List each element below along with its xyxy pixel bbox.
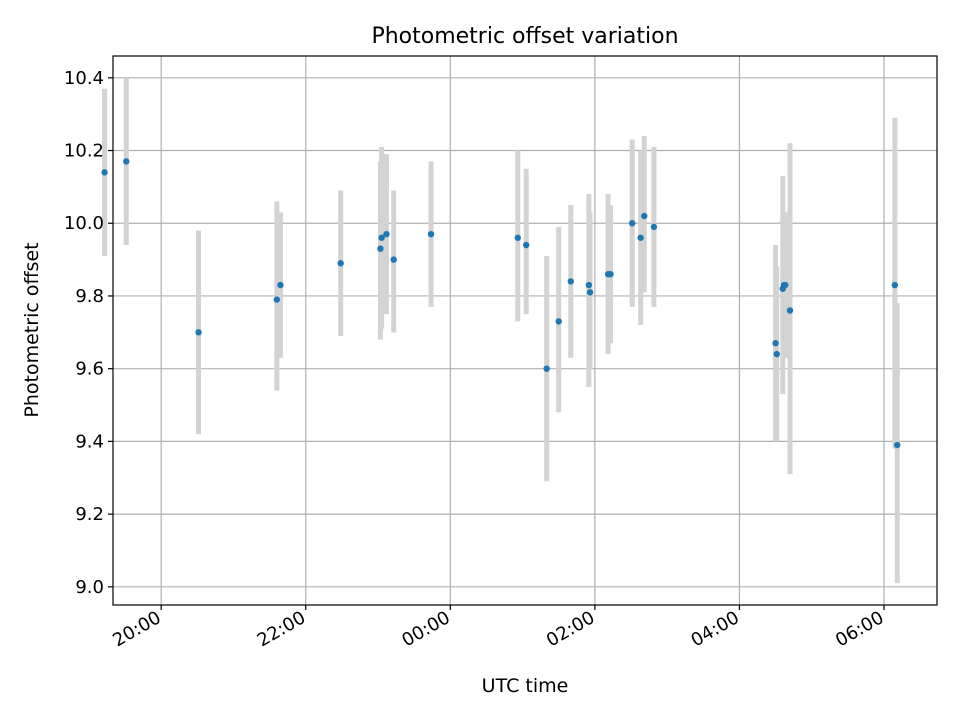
data-point bbox=[377, 245, 384, 252]
y-tick-label: 9.4 bbox=[75, 431, 104, 452]
x-axis-label: UTC time bbox=[482, 675, 569, 697]
y-tick-label: 10.2 bbox=[64, 141, 104, 162]
data-point bbox=[337, 260, 344, 267]
data-point bbox=[555, 318, 562, 325]
data-point bbox=[277, 281, 284, 289]
data-point bbox=[650, 223, 658, 231]
y-tick-label: 9.0 bbox=[75, 577, 104, 598]
data-point bbox=[567, 278, 574, 285]
y-axis-label: Photometric offset bbox=[21, 242, 43, 417]
y-tick-label: 10.4 bbox=[64, 68, 104, 89]
data-point bbox=[383, 230, 390, 238]
chart-title: Photometric offset variation bbox=[371, 24, 678, 49]
data-point bbox=[378, 234, 385, 241]
data-point bbox=[514, 234, 521, 241]
y-tick-label: 9.2 bbox=[75, 504, 104, 525]
plot-frame bbox=[112, 55, 938, 606]
data-points bbox=[101, 158, 901, 449]
data-point bbox=[607, 270, 614, 278]
data-point bbox=[773, 350, 780, 358]
data-point bbox=[273, 296, 281, 303]
data-point bbox=[772, 340, 779, 347]
data-point bbox=[586, 289, 594, 296]
grid bbox=[113, 56, 937, 605]
data-point bbox=[390, 256, 397, 263]
data-point bbox=[101, 169, 108, 176]
y-tick-label: 9.8 bbox=[75, 286, 104, 307]
data-point bbox=[585, 281, 593, 289]
data-point bbox=[123, 158, 130, 165]
y-tick-label: 10.0 bbox=[64, 213, 104, 234]
data-point bbox=[523, 241, 530, 249]
data-point bbox=[543, 365, 550, 372]
data-point bbox=[629, 220, 636, 227]
y-tick-label: 9.6 bbox=[75, 359, 104, 380]
data-point bbox=[782, 281, 789, 289]
data-point bbox=[427, 230, 435, 238]
data-point bbox=[637, 234, 644, 241]
data-point bbox=[894, 441, 901, 449]
data-point bbox=[891, 281, 899, 289]
data-point bbox=[786, 307, 794, 314]
data-point bbox=[641, 212, 648, 220]
data-point bbox=[195, 329, 202, 336]
